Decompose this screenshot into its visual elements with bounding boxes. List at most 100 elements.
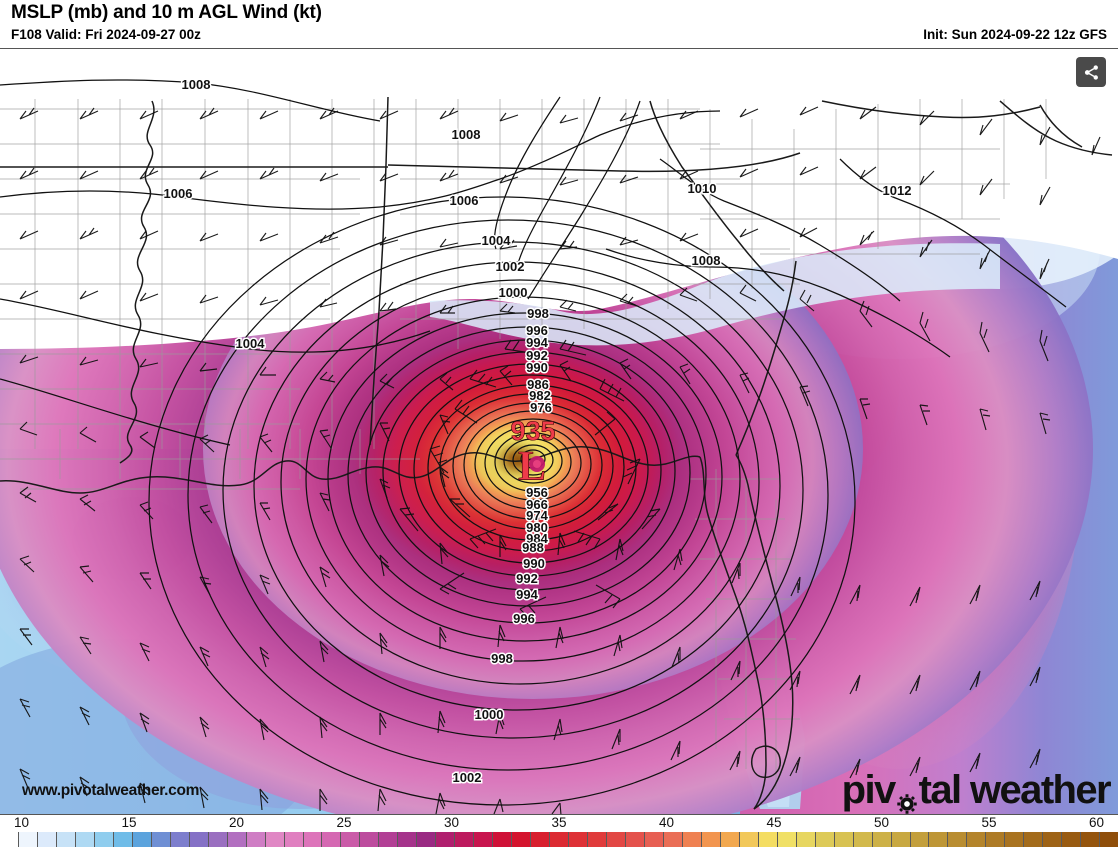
colorbar-swatch xyxy=(189,832,209,847)
svg-text:994: 994 xyxy=(516,587,538,602)
colorbar-swatch xyxy=(910,832,930,847)
colorbar-swatch xyxy=(550,832,570,847)
share-icon xyxy=(1084,64,1098,80)
isobar-label: 1010 xyxy=(686,180,718,198)
svg-text:1000: 1000 xyxy=(475,707,504,722)
isobars xyxy=(0,79,1067,806)
isobar-label: 1004 xyxy=(234,335,267,353)
colorbar-swatch xyxy=(493,832,513,847)
colorbar-swatch xyxy=(644,832,664,847)
svg-text:990: 990 xyxy=(523,556,545,571)
svg-text:996: 996 xyxy=(513,611,535,626)
svg-text:998: 998 xyxy=(527,306,549,321)
share-button[interactable] xyxy=(1076,57,1106,87)
colorbar-swatch xyxy=(1062,832,1082,847)
colorbar-tick: 55 xyxy=(981,815,997,830)
isobar-label: 1012 xyxy=(881,182,913,200)
colorbar-swatch xyxy=(815,832,835,847)
colorbar-tick: 45 xyxy=(766,815,782,830)
colorbar-swatch xyxy=(720,832,740,847)
isobar-label: 1008 xyxy=(690,252,722,270)
isobar-label: 998 xyxy=(490,650,515,668)
svg-text:990: 990 xyxy=(526,360,548,375)
svg-text:966: 966 xyxy=(526,497,548,512)
colorbar-swatch xyxy=(18,832,38,847)
colorbar-swatch xyxy=(588,832,607,847)
svg-text:1004: 1004 xyxy=(482,233,512,248)
colorbar-swatch xyxy=(417,832,437,847)
header-bar: MSLP (mb) and 10 m AGL Wind (kt) F108 Va… xyxy=(0,0,1118,48)
isobar-label: 1002 xyxy=(494,258,526,276)
colorbar-tick: 15 xyxy=(121,815,137,830)
isobar-label: 992 xyxy=(515,570,540,588)
county-lines xyxy=(0,99,1047,789)
colorbar-tick: 25 xyxy=(336,815,352,830)
isobar-label: 988 xyxy=(521,539,546,557)
svg-text:984: 984 xyxy=(526,531,548,546)
colorbar-swatch xyxy=(834,832,854,847)
svg-text:980: 980 xyxy=(526,520,548,535)
colorbar-swatch xyxy=(474,832,494,847)
colorbar-swatch xyxy=(967,832,987,847)
svg-text:976: 976 xyxy=(530,400,552,415)
isobar-label: 974 xyxy=(525,507,550,525)
colorbar-swatch xyxy=(132,832,152,847)
colorbar-swatch xyxy=(37,832,57,847)
isobar-label: 1000 xyxy=(473,706,505,724)
colorbar-swatch xyxy=(1024,832,1044,847)
colorbar-swatch xyxy=(113,832,133,847)
isobar-label: 996 xyxy=(512,610,537,628)
map-canvas[interactable]: 1008 1008 1006 1006 1004 1004 1002 1000 998 996 99… xyxy=(0,48,1118,815)
page-title: MSLP (mb) and 10 m AGL Wind (kt) xyxy=(11,2,322,23)
colorbar-swatch xyxy=(1005,832,1025,847)
init-time-label: Init: Sun 2024-09-22 12z GFS xyxy=(923,27,1107,42)
colorbar-swatch xyxy=(777,832,797,847)
svg-text:1008: 1008 xyxy=(182,77,211,92)
colorbar-swatch xyxy=(360,832,380,847)
svg-text:956: 956 xyxy=(526,485,548,500)
low-pressure-center: 935 L xyxy=(510,416,556,491)
isobar-label: 990 xyxy=(522,555,547,573)
colorbar-swatch xyxy=(512,832,532,847)
gear-sun-icon xyxy=(896,782,918,814)
svg-text:1004: 1004 xyxy=(236,336,266,351)
isobar-label: 994 xyxy=(525,334,550,352)
colorbar-tick: 10 xyxy=(13,815,30,830)
colorbar-tick: 60 xyxy=(1088,815,1105,830)
isobar-label: 1008 xyxy=(180,76,212,94)
colorbar-swatch xyxy=(872,832,892,847)
site-url-watermark: www.pivotalweather.com xyxy=(22,782,200,799)
wind-barbs xyxy=(19,106,1101,814)
isobar-label: 994 xyxy=(515,586,540,604)
colorbar-swatch xyxy=(1043,832,1063,847)
colorbar-swatch xyxy=(379,832,399,847)
isobar-label: 966 xyxy=(525,496,550,514)
colorbar-swatch xyxy=(341,832,361,847)
colorbar-swatch xyxy=(1081,832,1101,847)
svg-text:1000: 1000 xyxy=(499,285,528,300)
svg-text:988: 988 xyxy=(522,540,544,555)
colorbar-swatch xyxy=(284,832,304,847)
isobar-label: 1002 xyxy=(451,769,483,787)
colorbar-swatch xyxy=(663,832,683,847)
colorbar-swatch xyxy=(891,832,911,847)
state-borders xyxy=(0,96,1113,810)
svg-text:996: 996 xyxy=(526,323,548,338)
isobar-label: 1006 xyxy=(162,185,194,203)
colorbar-swatch xyxy=(94,832,114,847)
colorbar-swatch xyxy=(398,832,418,847)
isobar-label: 984 xyxy=(525,530,550,548)
logo-text-part2: tal weather xyxy=(918,768,1112,812)
svg-text:994: 994 xyxy=(526,335,548,350)
isobar-label: 986 xyxy=(526,376,551,394)
colorbar-swatches[interactable] xyxy=(0,832,1118,847)
colorbar-swatch xyxy=(796,832,816,847)
colorbar-tick: 50 xyxy=(873,815,890,830)
colorbar-swatch xyxy=(0,832,19,847)
colorbar-swatch xyxy=(682,832,702,847)
svg-text:986: 986 xyxy=(527,377,549,392)
colorbar-swatch xyxy=(701,832,721,847)
